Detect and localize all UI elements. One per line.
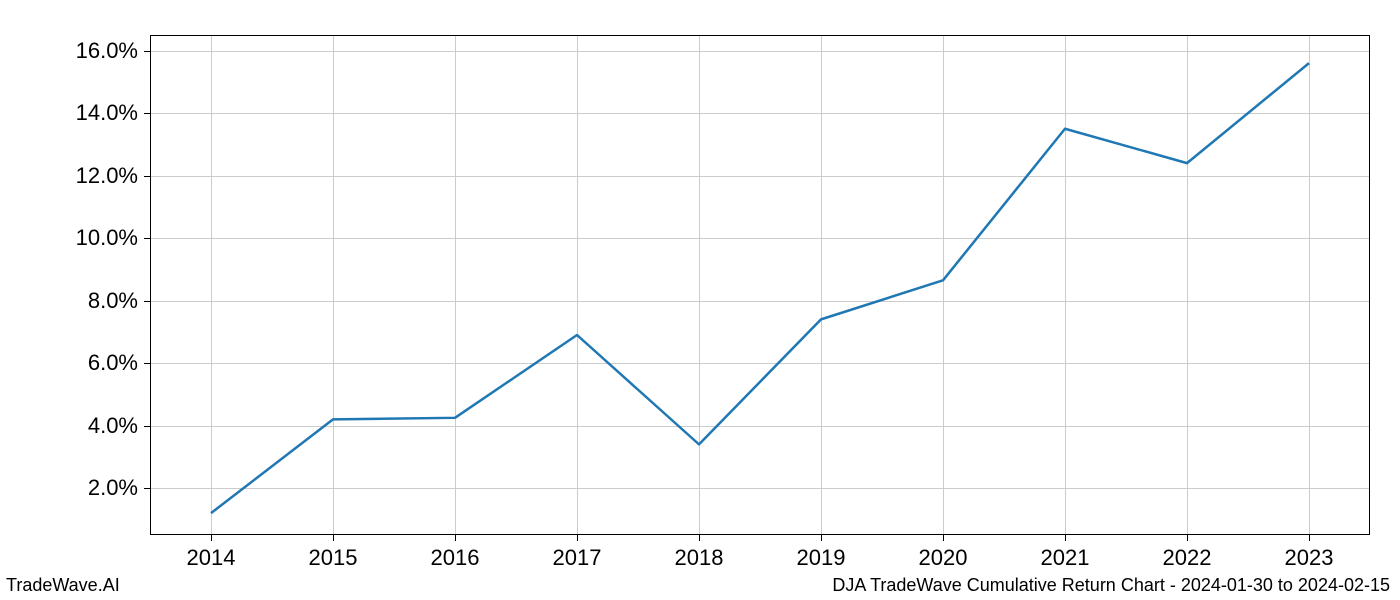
y-tick-label: 2.0% — [88, 475, 138, 501]
x-tick-mark — [455, 535, 456, 541]
x-tick-label: 2015 — [309, 545, 358, 571]
plot-area: 2014201520162017201820192020202120222023… — [150, 35, 1370, 535]
x-tick-mark — [699, 535, 700, 541]
x-tick-label: 2023 — [1285, 545, 1334, 571]
y-tick-label: 8.0% — [88, 288, 138, 314]
x-tick-mark — [211, 535, 212, 541]
y-tick-label: 6.0% — [88, 350, 138, 376]
footer-brand: TradeWave.AI — [6, 575, 120, 596]
line-series-svg — [150, 35, 1370, 535]
x-tick-label: 2014 — [187, 545, 236, 571]
footer-caption: DJA TradeWave Cumulative Return Chart - … — [832, 575, 1390, 596]
x-tick-label: 2019 — [797, 545, 846, 571]
x-tick-label: 2016 — [431, 545, 480, 571]
x-tick-label: 2022 — [1163, 545, 1212, 571]
x-tick-mark — [821, 535, 822, 541]
x-tick-mark — [1187, 535, 1188, 541]
x-tick-label: 2020 — [919, 545, 968, 571]
y-tick-label: 14.0% — [76, 100, 138, 126]
return-line — [211, 63, 1309, 513]
x-tick-mark — [333, 535, 334, 541]
x-tick-label: 2017 — [553, 545, 602, 571]
y-tick-label: 16.0% — [76, 38, 138, 64]
y-tick-label: 10.0% — [76, 225, 138, 251]
x-tick-label: 2018 — [675, 545, 724, 571]
chart-container: 2014 2015 2016 2017 2018 2019 2020 2021 2022 2023… — [0, 0, 1400, 600]
x-tick-mark — [577, 535, 578, 541]
x-tick-mark — [943, 535, 944, 541]
x-tick-label: 2021 — [1041, 545, 1090, 571]
x-tick-mark — [1065, 535, 1066, 541]
x-tick-mark — [1309, 535, 1310, 541]
y-tick-label: 12.0% — [76, 163, 138, 189]
y-tick-label: 4.0% — [88, 413, 138, 439]
